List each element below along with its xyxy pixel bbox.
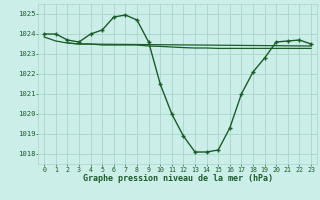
X-axis label: Graphe pression niveau de la mer (hPa): Graphe pression niveau de la mer (hPa) [83, 174, 273, 183]
